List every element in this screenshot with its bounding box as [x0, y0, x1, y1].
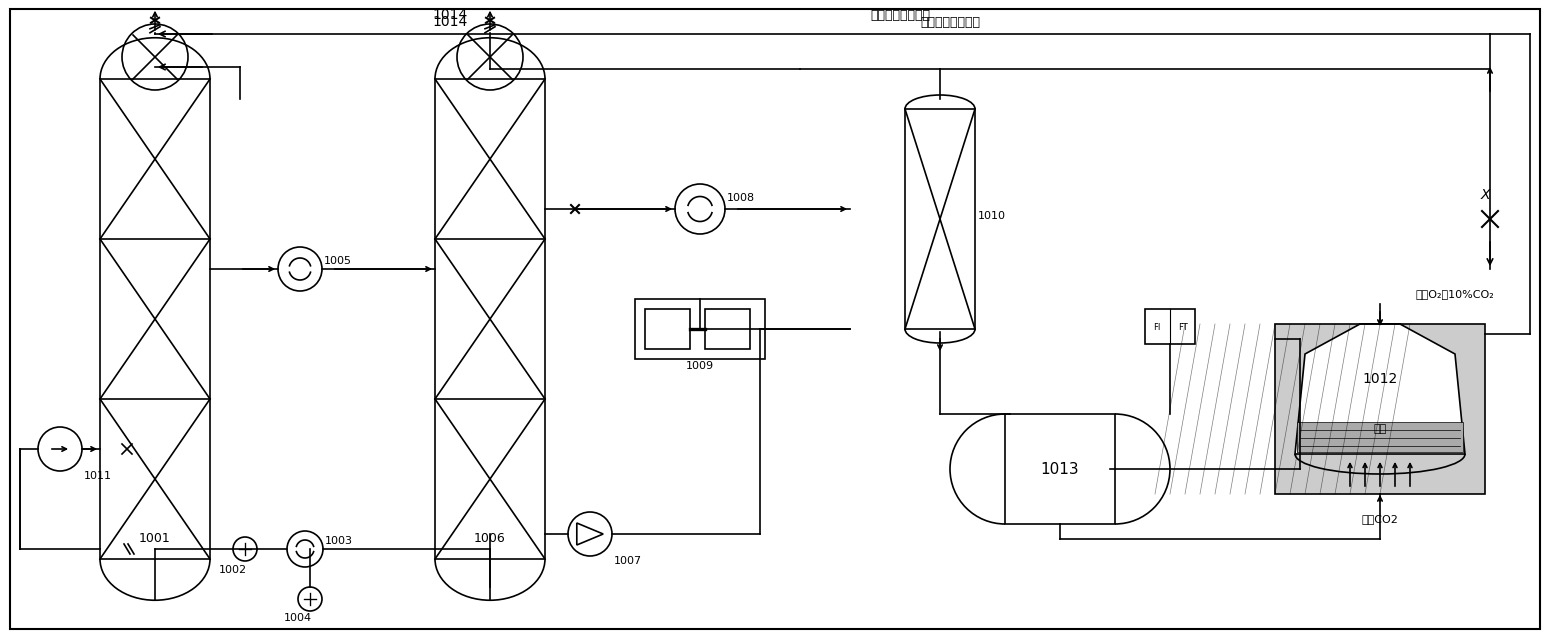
- Bar: [1145, 309, 1195, 344]
- Text: 1008: 1008: [727, 193, 755, 203]
- Text: 1012: 1012: [1362, 372, 1398, 386]
- Bar: [905, 109, 975, 329]
- Text: 1010: 1010: [978, 211, 1006, 221]
- Text: 1002: 1002: [219, 565, 246, 575]
- Text: 1004: 1004: [284, 613, 312, 623]
- Text: 1014: 1014: [432, 15, 468, 29]
- Bar: [1004, 414, 1114, 524]
- Bar: [436, 79, 546, 559]
- Polygon shape: [1294, 324, 1465, 454]
- Text: 1014: 1014: [432, 8, 468, 22]
- Text: FT: FT: [1178, 323, 1187, 332]
- Bar: [705, 309, 750, 349]
- Bar: [1276, 324, 1485, 494]
- Bar: [636, 299, 766, 359]
- Text: 1013: 1013: [1040, 461, 1079, 477]
- Text: X: X: [1480, 188, 1490, 202]
- Text: 底吹CO2: 底吹CO2: [1361, 514, 1398, 524]
- Text: 1007: 1007: [614, 556, 642, 566]
- Text: 钢厂转炉放空煤气: 钢厂转炉放空煤气: [870, 9, 930, 22]
- Text: 铁水: 铁水: [1373, 424, 1387, 434]
- Text: 1009: 1009: [687, 361, 715, 371]
- Bar: [101, 79, 209, 559]
- Text: 1005: 1005: [324, 256, 352, 266]
- Bar: [1297, 422, 1463, 452]
- Text: 1001: 1001: [140, 532, 170, 546]
- Text: 钢厂转炉放空煤气: 钢厂转炉放空煤气: [921, 16, 980, 29]
- Text: 1011: 1011: [84, 471, 112, 481]
- Bar: [645, 309, 690, 349]
- Text: FI: FI: [1153, 323, 1161, 332]
- Text: 顶吹O₂，10%CO₂: 顶吹O₂，10%CO₂: [1415, 289, 1494, 299]
- Text: 1003: 1003: [326, 536, 353, 546]
- Text: 1006: 1006: [474, 532, 505, 546]
